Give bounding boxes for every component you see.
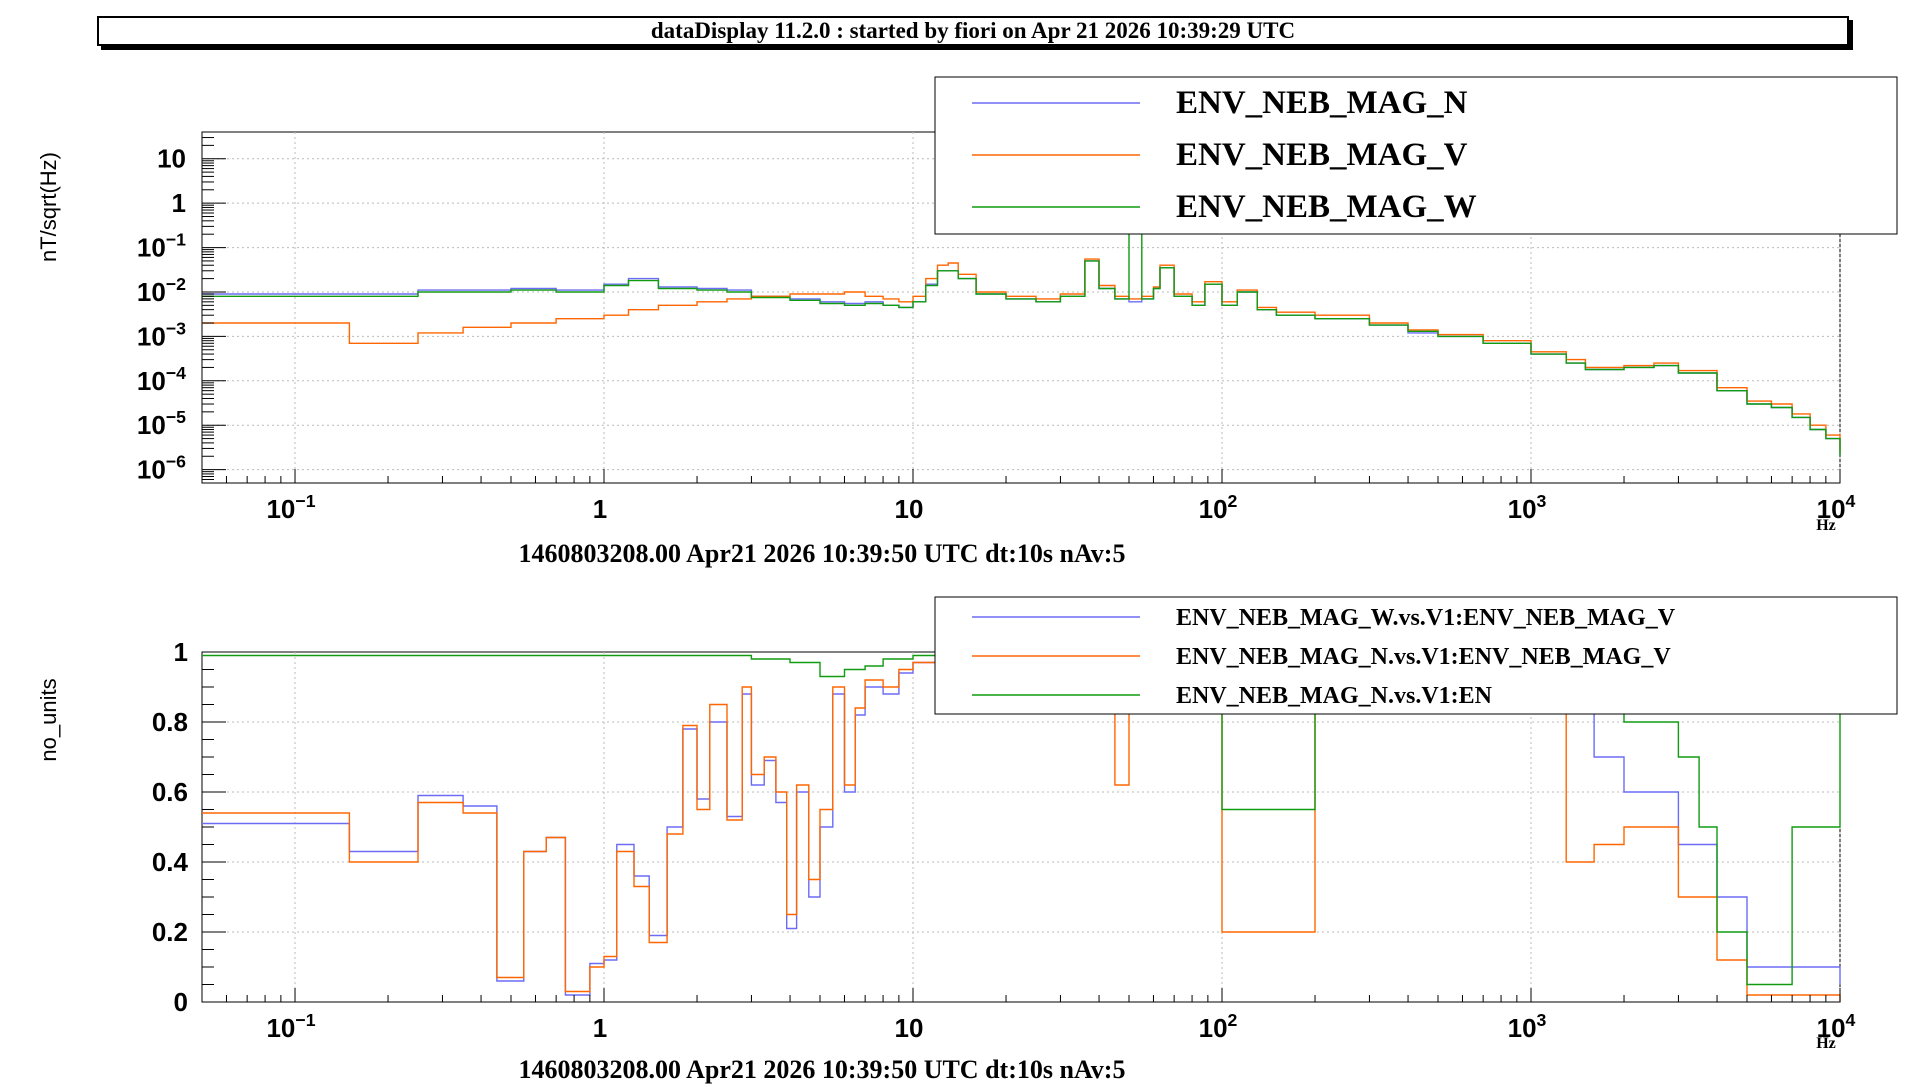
y-tick-label: 0.2 <box>152 917 188 947</box>
y-tick-label-exponent: −1 <box>166 230 186 250</box>
psd-legend-label-n: ENV_NEB_MAG_N <box>1176 85 1468 121</box>
y-tick-label: 1 <box>172 188 186 218</box>
coherence-x-unit: Hz <box>1816 1035 1836 1052</box>
x-tick-label-exponent: 4 <box>1846 1010 1856 1030</box>
psd-axis-ticks: 10−1 1 10 102 103 10410−610−510−410−310−210−1… <box>137 131 1856 524</box>
psd-legend-label-w: ENV_NEB_MAG_W <box>1176 189 1477 225</box>
coherence-ylabel: no_units <box>36 678 61 761</box>
y-tick-label-exponent: −6 <box>166 452 186 472</box>
y-tick-label-exponent: −3 <box>166 318 186 338</box>
y-tick-label: 0 <box>174 987 188 1017</box>
coherence-legend-label-n: ENV_NEB_MAG_N.vs.V1:ENV_NEB_MAG_V <box>1176 644 1671 670</box>
psd-x-unit: Hz <box>1816 517 1836 534</box>
x-tick-label-exponent: 3 <box>1537 491 1547 511</box>
x-tick-label: 1 <box>593 494 607 524</box>
x-tick-label: 103 <box>1508 1010 1547 1043</box>
y-tick-label: 0.6 <box>152 777 188 807</box>
coherence-axis-ticks: 10−1 1 10 102 103 104 0 0.2 0.4 0.6 0.8 1 <box>152 637 1856 1043</box>
x-tick-label: 102 <box>1199 491 1238 524</box>
coherence-legend-label-ne: ENV_NEB_MAG_N.vs.V1:EN <box>1176 683 1493 709</box>
x-tick-label: 10−1 <box>266 1010 315 1043</box>
psd-legend: ENV_NEB_MAG_N ENV_NEB_MAG_V ENV_NEB_MAG_… <box>934 76 1898 235</box>
coherence-legend-label-w: ENV_NEB_MAG_W.vs.V1:ENV_NEB_MAG_V <box>1176 605 1676 631</box>
x-tick-label: 10 <box>895 494 924 524</box>
series-line-2 <box>202 651 1841 986</box>
y-tick-label: 10−3 <box>137 318 186 351</box>
coherence-xlabel: 1460803208.00 Apr21 2026 10:39:50 UTC dt… <box>519 1055 1126 1084</box>
series-line-1 <box>202 258 1841 452</box>
window-title: dataDisplay 11.2.0 : started by fiori on… <box>650 18 1296 43</box>
x-tick-label: 104 <box>1817 1010 1856 1043</box>
y-tick-label: 10−2 <box>137 274 186 307</box>
x-tick-label-exponent: 2 <box>1228 491 1238 511</box>
y-tick-label-exponent: −2 <box>166 274 186 294</box>
x-tick-label-exponent: 3 <box>1537 1010 1547 1030</box>
y-tick-label: 10−4 <box>137 363 186 396</box>
y-tick-label: 0.8 <box>152 707 188 737</box>
x-tick-label-exponent: 4 <box>1846 491 1856 511</box>
x-tick-label: 10−1 <box>266 491 315 524</box>
y-tick-label: 10−5 <box>137 407 186 440</box>
x-tick-label-exponent: 2 <box>1228 1010 1238 1030</box>
psd-xlabel: 1460803208.00 Apr21 2026 10:39:50 UTC dt… <box>519 539 1126 568</box>
y-tick-label-exponent: −4 <box>166 363 186 383</box>
y-tick-label: 10 <box>157 144 186 174</box>
x-tick-label-exponent: −1 <box>295 1010 315 1030</box>
x-tick-label: 103 <box>1508 491 1547 524</box>
window-title-bar: dataDisplay 11.2.0 : started by fiori on… <box>97 16 1849 46</box>
y-tick-label: 10−1 <box>137 230 186 263</box>
y-tick-label: 10−6 <box>137 452 186 485</box>
psd-legend-label-v: ENV_NEB_MAG_V <box>1176 137 1468 173</box>
psd-panel: 10−1 1 10 102 103 10410−610−510−410−310−210−1… <box>36 76 1898 568</box>
x-tick-label: 10 <box>895 1013 924 1043</box>
x-tick-label-exponent: −1 <box>295 491 315 511</box>
y-tick-label: 0.4 <box>152 847 189 877</box>
coherence-legend: ENV_NEB_MAG_W.vs.V1:ENV_NEB_MAG_V ENV_NE… <box>934 596 1898 715</box>
y-tick-label-exponent: −5 <box>166 407 186 427</box>
psd-ylabel: nT/sqrt(Hz) <box>36 152 61 262</box>
y-tick-label: 1 <box>174 637 188 667</box>
x-tick-label: 102 <box>1199 1010 1238 1043</box>
x-tick-label: 1 <box>593 1013 607 1043</box>
